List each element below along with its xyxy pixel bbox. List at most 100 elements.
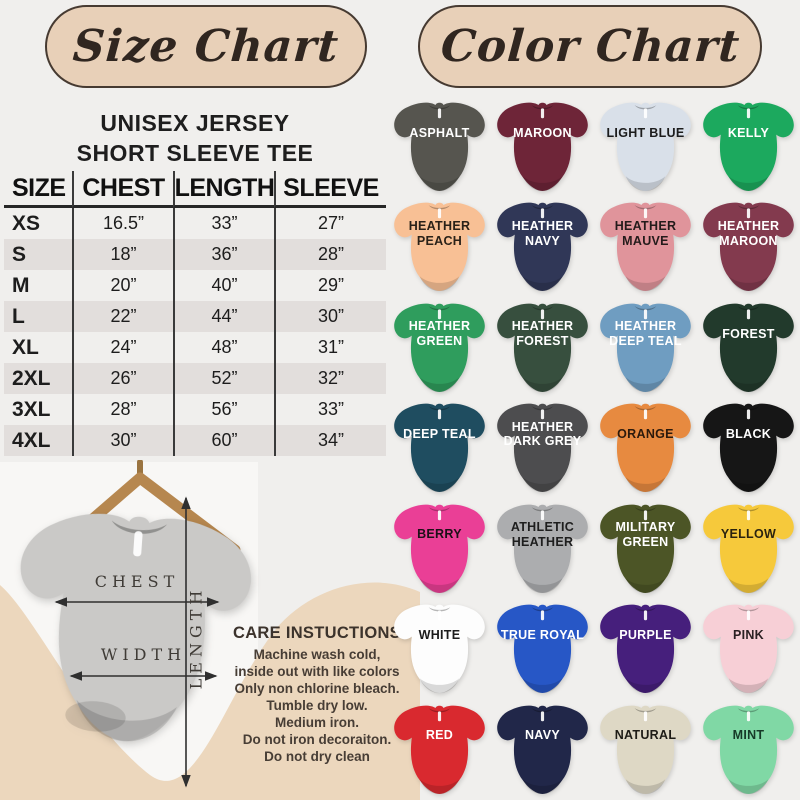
tshirt-icon (0, 460, 269, 797)
color-swatch-athletic-heather: ATHLETIC HEATHER (491, 499, 594, 599)
color-label: FOREST (722, 326, 775, 341)
color-label: MILITARY GREEN (615, 520, 676, 549)
size-value: 30” (72, 425, 173, 456)
size-row-label: 2XL (4, 363, 72, 394)
size-table-header-chest: CHEST (72, 171, 173, 208)
color-label: NAVY (524, 728, 560, 743)
color-swatch-heather-green: HEATHER GREEN (388, 298, 491, 398)
size-value: 18” (72, 239, 173, 270)
length-measure-label: LENGTH (186, 585, 206, 690)
color-label: ATHLETIC HEATHER (510, 520, 575, 549)
size-row-label: XL (12, 335, 39, 359)
care-instructions-lines: Machine wash cold, inside out with like c… (216, 646, 418, 765)
care-instructions: CARE INSTUCTIONS Machine wash cold, insid… (216, 624, 418, 765)
product-heading-line1: UNISEX JERSEY (100, 110, 290, 136)
color-swatch-purple: PURPLE (594, 599, 697, 699)
care-line: Only non chlorine bleach. (234, 681, 400, 696)
color-swatch-heather-deep-teal: HEATHER DEEP TEAL (594, 298, 697, 398)
size-value: 28” (72, 394, 173, 425)
size-value: 33” (173, 208, 274, 239)
size-value: 52” (173, 363, 274, 394)
care-line: Do not dry clean (264, 749, 370, 764)
size-value: 24” (72, 332, 173, 363)
color-label: RED (425, 728, 454, 743)
color-label: HEATHER DEEP TEAL (609, 319, 682, 348)
color-label: HEATHER PEACH (408, 218, 471, 248)
color-swatch-light-blue: LIGHT BLUE (594, 97, 697, 197)
color-chart-title: Color Chart (438, 21, 742, 72)
color-label: ORANGE (617, 427, 674, 442)
color-label: LIGHT BLUE (606, 125, 685, 140)
measurement-arrows (54, 496, 220, 788)
color-swatch-true-royal: TRUE ROYAL (491, 599, 594, 699)
size-value: 31” (274, 332, 386, 363)
care-line: inside out with like colors (234, 664, 400, 679)
care-instructions-title: CARE INSTUCTIONS (233, 624, 401, 642)
color-swatch-asphalt: ASPHALT (388, 97, 491, 197)
tshirt-measurement-photo: CHEST WIDTH LENGTH (0, 460, 420, 800)
care-line: Medium iron. (275, 715, 359, 730)
product-heading-line2: SHORT SLEEVE TEE (76, 140, 314, 166)
color-label: KELLY (727, 125, 770, 140)
color-swatch-maroon: MAROON (491, 97, 594, 197)
color-swatch-forest: FOREST (697, 298, 800, 398)
size-value: 27” (274, 208, 386, 239)
care-line: Machine wash cold, (253, 647, 381, 662)
color-label: DEEP TEAL (403, 427, 476, 442)
size-row-label: 3XL (12, 397, 51, 421)
size-value: 33” (274, 394, 386, 425)
color-swatch-natural: NATURAL (594, 700, 697, 800)
color-chart-banner: Color Chart (418, 5, 762, 88)
size-chart-banner: Size Chart (45, 5, 367, 88)
size-chart-title: Size Chart (71, 21, 341, 72)
color-label: HEATHER NAVY (511, 218, 574, 248)
color-swatch-deep-teal: DEEP TEAL (388, 398, 491, 498)
color-swatch-military-green: MILITARY GREEN (594, 499, 697, 599)
color-swatch-white: WHITE (388, 599, 491, 699)
width-measure-label: WIDTH (100, 645, 187, 664)
color-label: BERRY (417, 527, 462, 542)
color-label: NATURAL (614, 728, 677, 743)
color-swatch-heather-mauve: HEATHER MAUVE (594, 197, 697, 297)
size-table-header-length: LENGTH (173, 171, 275, 208)
color-chart-grid: ASPHALT MAROON LIGHT BLUE KELLY HEATHER … (388, 97, 800, 800)
color-label: TRUE ROYAL (500, 627, 585, 642)
color-swatch-berry: BERRY (388, 499, 491, 599)
color-swatch-heather-forest: HEATHER FOREST (491, 298, 594, 398)
color-label: HEATHER FOREST (511, 319, 574, 348)
color-label: MINT (732, 728, 765, 743)
color-swatch-black: BLACK (697, 398, 800, 498)
size-row-label: XS (12, 211, 41, 235)
color-swatch-red: RED (388, 700, 491, 800)
size-value: 36” (173, 239, 274, 270)
color-label: BLACK (725, 427, 772, 442)
color-label: YELLOW (720, 527, 777, 542)
color-swatch-heather-peach: HEATHER PEACH (388, 197, 491, 297)
size-value: 20” (72, 270, 173, 301)
color-swatch-navy: NAVY (491, 700, 594, 800)
size-value: 26” (72, 363, 173, 394)
color-swatch-heather-navy: HEATHER NAVY (491, 197, 594, 297)
color-label: ASPHALT (409, 125, 470, 140)
size-row-label: L (4, 301, 72, 332)
color-swatch-mint: MINT (697, 700, 800, 800)
size-value: 28” (274, 239, 386, 270)
size-value: 48” (173, 332, 274, 363)
size-row-label: M (12, 273, 30, 297)
color-label: WHITE (418, 627, 461, 642)
color-label: PURPLE (619, 627, 672, 642)
color-label: PINK (732, 627, 765, 642)
size-row-label: S (4, 239, 72, 270)
size-value: 60” (173, 425, 274, 456)
size-table-header-size: SIZE (4, 171, 72, 208)
size-value: 30” (274, 301, 386, 332)
color-label: HEATHER MAROON (717, 218, 780, 248)
color-label: HEATHER DARK GREY (503, 419, 582, 449)
color-swatch-pink: PINK (697, 599, 800, 699)
care-line: Tumble dry low. (266, 698, 368, 713)
beige-surface (0, 582, 420, 800)
size-value: 34” (274, 425, 386, 456)
size-value: 32” (274, 363, 386, 394)
color-swatch-heather-maroon: HEATHER MAROON (697, 197, 800, 297)
color-label: HEATHER MAUVE (614, 218, 677, 248)
